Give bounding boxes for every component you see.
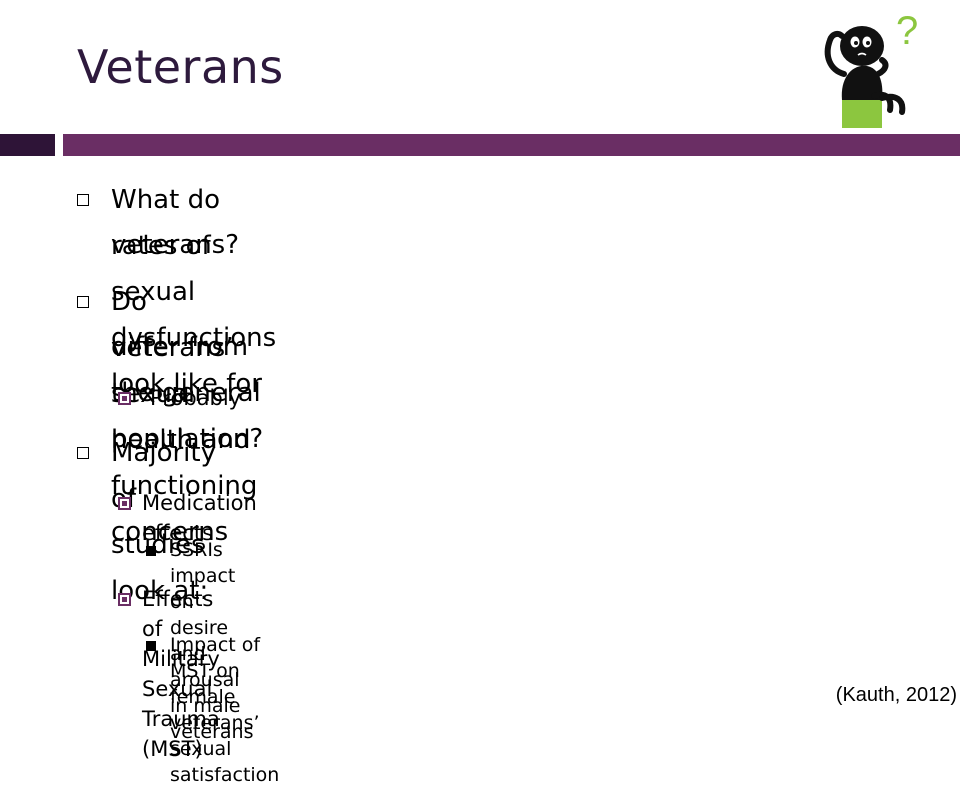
bullet-square-icon (77, 296, 89, 308)
bullet-square-icon (77, 447, 89, 459)
citation: (Kauth, 2012) (835, 684, 957, 706)
sub-sub-bullet-square-icon (146, 546, 156, 556)
title-band-dark (0, 134, 55, 156)
question-mark-icon: ? (896, 9, 918, 53)
bullet-2-sub-1: Probably (150, 386, 242, 410)
bullet-3-sub-2: Effects of Military Sexual Trauma (MST) (142, 587, 220, 761)
bullet-3-sub-1: Medication effects (142, 491, 257, 545)
bullet-3-sub-2-detail: Impact of MST on female veterans’ sexual… (170, 634, 280, 786)
bullet-2-line-1: Do veterans’ sexual health and functioni… (111, 287, 258, 547)
bullet-square-icon (77, 194, 89, 206)
bullet-1-line-2: veterans? (111, 230, 240, 260)
bullet-1-line-1: What do rates of sexual dysfunctions loo… (111, 185, 277, 399)
sub-bullet-square-icon (118, 392, 131, 405)
sub-sub-bullet-square-icon (146, 641, 156, 651)
slide-title: Veterans (77, 40, 284, 94)
sub-bullet-square-icon (118, 497, 131, 510)
title-band-accent (63, 134, 960, 156)
sub-bullet-square-icon (118, 593, 131, 606)
bullet-2-line-2: differ from the general population? (111, 332, 264, 454)
thinking-person-icon: ? (824, 9, 918, 128)
